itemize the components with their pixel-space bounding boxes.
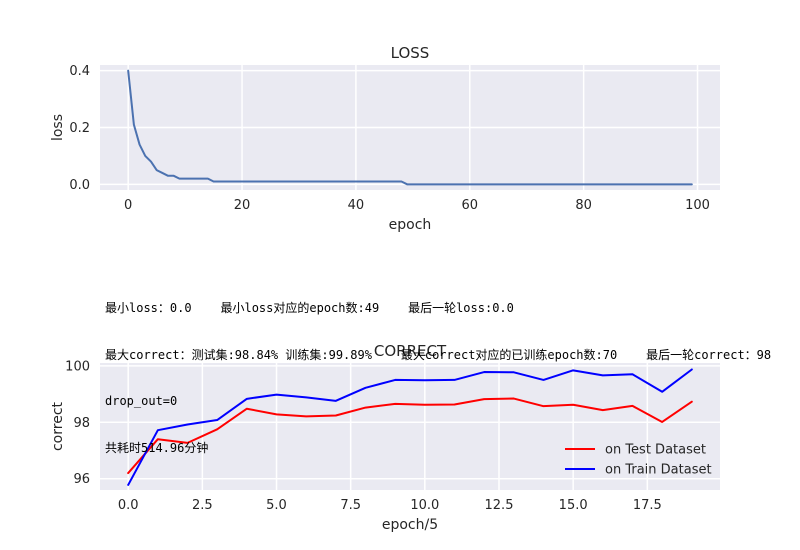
- correct-series-on-train-dataset: [127, 368, 693, 486]
- legend-label: on Test Dataset: [605, 443, 706, 458]
- summary-line-loss: 最小loss：0.0 最小loss对应的epoch数:49 最后一轮loss:0…: [105, 301, 514, 315]
- correct-y-tick-label: 98: [73, 416, 90, 431]
- loss-x-tick-label: 20: [234, 198, 251, 213]
- correct-chart-title: CORRECT: [374, 342, 447, 360]
- correct-x-tick-label: 5.0: [266, 498, 287, 513]
- correct-x-tick-label: 0.0: [118, 498, 139, 513]
- loss-series-line: [127, 69, 693, 186]
- loss-chart-title: LOSS: [391, 44, 430, 62]
- correct-plot-area: [100, 363, 720, 490]
- correct-x-axis-label: epoch/5: [382, 517, 438, 533]
- loss-y-tick-label: 0.0: [69, 178, 90, 193]
- correct-y-axis-label: correct: [50, 401, 66, 451]
- legend-label: on Train Dataset: [605, 463, 712, 478]
- loss-x-tick-label: 100: [685, 198, 710, 213]
- correct-y-tick-label: 100: [65, 359, 90, 374]
- loss-x-axis-label: epoch: [389, 217, 432, 233]
- correct-x-tick-label: 17.5: [633, 498, 662, 513]
- loss-x-tick-label: 60: [462, 198, 479, 213]
- loss-y-tick-label: 0.4: [69, 64, 90, 79]
- correct-x-tick-label: 2.5: [192, 498, 213, 513]
- loss-y-tick-label: 0.2: [69, 121, 90, 136]
- loss-y-axis-label: loss: [50, 114, 66, 141]
- correct-x-tick-label: 7.5: [340, 498, 361, 513]
- correct-series-on-test-dataset: [127, 397, 693, 475]
- loss-x-tick-label: 40: [348, 198, 365, 213]
- loss-x-tick-label: 80: [575, 198, 592, 213]
- training-summary: 最小loss：0.0 最小loss对应的epoch数:49 最后一轮loss:0…: [105, 270, 771, 472]
- correct-y-tick-label: 96: [73, 472, 90, 487]
- correct-x-tick-label: 12.5: [485, 498, 514, 513]
- summary-line-time: 共耗时514.96分钟: [105, 440, 209, 455]
- summary-line-dropout: drop_out=0: [105, 394, 178, 408]
- loss-x-tick-label: 0: [124, 198, 132, 213]
- summary-line-correct: 最大correct：测试集:98.84% 训练集:99.89% 最大correc…: [105, 347, 772, 362]
- correct-x-tick-label: 10.0: [410, 498, 439, 513]
- correct-x-tick-label: 15.0: [559, 498, 588, 513]
